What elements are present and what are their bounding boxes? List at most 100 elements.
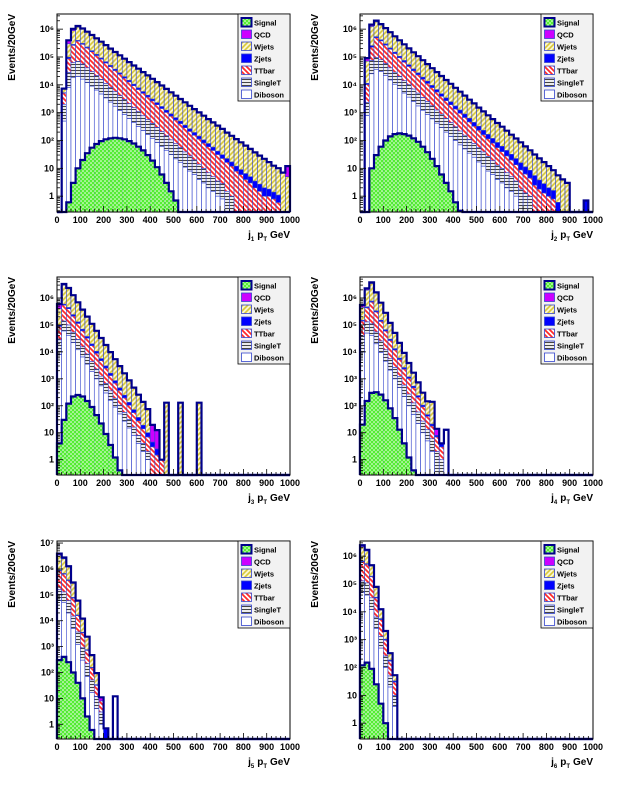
bar-zjets: [522, 166, 529, 175]
bar-singlet: [168, 139, 174, 155]
legend-label-qcd: QCD: [254, 294, 271, 303]
bar-singlet: [513, 180, 519, 197]
bar-zjets: [434, 89, 440, 93]
bar-ttbar: [215, 154, 221, 182]
bar-ttbar: [135, 89, 142, 112]
legend-label-singlet: SingleT: [254, 342, 282, 351]
bar-ttbar: [452, 108, 459, 128]
bar-zjets: [182, 124, 188, 128]
bar-ttbar: [383, 44, 389, 64]
bar-ttbar: [75, 323, 81, 340]
y-tick-label: 10⁵: [40, 320, 54, 330]
bar-singlet: [378, 59, 384, 72]
bar-singlet: [145, 119, 151, 135]
x-tick-label: 0: [357, 215, 362, 225]
legend-label-qcd: QCD: [254, 558, 271, 567]
bar-singlet: [70, 615, 76, 629]
x-tick-label: 200: [96, 478, 111, 488]
y-tick-label: 10²: [344, 662, 357, 672]
x-tick-label: 200: [96, 742, 111, 752]
bar-signal: [66, 662, 71, 739]
y-tick-label: 1: [352, 455, 357, 465]
bar-zjets: [513, 158, 519, 166]
bar-singlet: [75, 339, 81, 351]
y-tick-label: 10⁴: [40, 347, 54, 357]
bar-ttbar: [243, 179, 249, 213]
y-tick-label: 10⁵: [343, 320, 357, 330]
x-tick-label: 300: [422, 215, 437, 225]
x-axis-title-psub: T: [566, 237, 570, 243]
x-axis-title-var: j: [247, 757, 251, 768]
bar-signal: [145, 155, 151, 212]
bar-zjets: [257, 183, 263, 192]
bar-singlet: [70, 331, 76, 343]
x-tick-label: 200: [399, 215, 414, 225]
histogram-panel-3: 0 100 200 300 400 500 600 700 800 900 1000 1 10 10² 10…: [0, 263, 320, 526]
bar-signal: [57, 443, 62, 475]
x-tick-label: 400: [143, 742, 158, 752]
bar-ttbar: [126, 404, 132, 420]
bar-zjets: [135, 417, 142, 421]
bar-singlet: [378, 340, 384, 353]
bar-ttbar: [373, 311, 379, 333]
bar-signal: [383, 723, 388, 739]
bar-zjets: [518, 162, 524, 171]
bar-zjets: [196, 135, 202, 140]
bar-diboson: [513, 195, 519, 213]
bar-singlet: [173, 143, 179, 160]
legend-label-wjets: Wjets: [254, 43, 274, 52]
bar-singlet: [75, 631, 81, 645]
bar-singlet: [387, 358, 393, 371]
x-tick-label: 200: [96, 215, 111, 225]
bar-ttbar: [70, 44, 76, 63]
bar-singlet: [415, 411, 421, 424]
histogram-plot: 0 100 200 300 400 500 600 700 800 900 1000 1 10 10² 10…: [310, 540, 603, 770]
bar-zjets: [266, 188, 272, 197]
legend-swatch-signal: [543, 544, 556, 555]
bar-signal: [103, 139, 109, 212]
y-tick-label: 10⁴: [343, 607, 357, 617]
histogram-plot: 0 100 200 300 400 500 600 700 800 900 1000 1 10 10² 10…: [7, 276, 300, 506]
x-tick-label: 400: [446, 478, 461, 488]
bar-singlet: [98, 375, 104, 387]
bar-diboson: [135, 443, 142, 476]
bar-wjets: [280, 172, 286, 213]
bar-diboson: [187, 170, 193, 213]
legend: Signal QCD Wjets Zjets TTbar SingleT Diboson: [540, 13, 594, 102]
bar-ttbar: [275, 202, 281, 213]
bar-ttbar: [536, 188, 543, 213]
bar-signal: [415, 141, 421, 212]
bar-singlet: [103, 83, 109, 99]
bar-singlet: [66, 600, 72, 614]
bar-zjets: [140, 424, 146, 430]
bar-singlet: [387, 67, 393, 81]
bar-singlet: [89, 679, 95, 693]
bar-singlet: [396, 75, 403, 89]
bar-ttbar: [257, 190, 263, 213]
bar-signal: [108, 445, 113, 475]
bar-ttbar: [233, 170, 240, 213]
bar-singlet: [410, 402, 417, 415]
bar-zjets: [191, 132, 198, 136]
bar-ttbar: [438, 95, 445, 115]
x-tick-label: 500: [469, 215, 484, 225]
bar-zjets: [112, 380, 118, 384]
bar-singlet: [191, 159, 198, 175]
bar-singlet: [159, 131, 165, 147]
bar-ttbar: [522, 173, 529, 194]
x-axis-title-unit: GeV: [573, 493, 593, 504]
bar-ttbar: [541, 192, 547, 213]
bar-ttbar: [229, 165, 235, 197]
x-axis-title-index: 3: [251, 500, 255, 506]
bar-signal: [66, 202, 71, 212]
legend-label-qcd: QCD: [557, 294, 574, 303]
bar-ttbar: [485, 138, 491, 157]
legend-swatch-singlet: [544, 340, 555, 350]
x-tick-label: 1000: [280, 215, 300, 225]
histogram-plot: 0 100 200 300 400 500 600 700 800 900 1000 1 10 10² 10…: [310, 276, 603, 506]
bar-signal: [453, 202, 458, 212]
histogram-panel-2: 0 100 200 300 400 500 600 700 800 900 1000 1 10 10² 10…: [303, 0, 623, 263]
bar-singlet: [392, 71, 398, 85]
bar-diboson: [462, 148, 468, 213]
bar-zjets: [243, 173, 249, 180]
